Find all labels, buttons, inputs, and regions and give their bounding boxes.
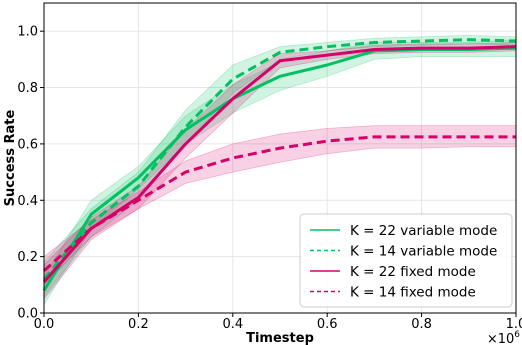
series-line-4 xyxy=(42,135,516,272)
axis-ticks: 0.0 0.2 0.4 0.6 0.8 1.0 0.0 0.2 0.4 0.6 0.8 1.0 xyxy=(17,25,522,332)
y-tick-label: 0.4 xyxy=(17,194,38,209)
legend-label: K = 14 variable mode xyxy=(350,244,497,260)
legend-box xyxy=(299,213,513,308)
y-tick-label: 0.0 xyxy=(17,307,38,322)
y-axis-label: Success Rate xyxy=(3,109,18,206)
series-line-2 xyxy=(42,38,517,281)
x-multiplier-exponent: 6 xyxy=(514,330,520,340)
y-tick-label: 1.0 xyxy=(17,25,38,40)
legend: K = 22 variable mode K = 14 variable mode… xyxy=(299,213,513,308)
legend-label: K = 22 variable mode xyxy=(350,223,497,239)
x-tick-label: 0.8 xyxy=(411,317,432,332)
x-multiplier-base: ×10 xyxy=(487,332,514,345)
x-axis-label: Timestep xyxy=(246,331,314,345)
series-lines xyxy=(42,38,517,292)
x-tick-label: 0.0 xyxy=(34,317,55,332)
x-tick-label: 0.4 xyxy=(222,317,243,332)
series-line-3 xyxy=(42,45,517,283)
legend-label: K = 14 fixed mode xyxy=(350,285,476,301)
y-tick-label: 0.8 xyxy=(17,81,38,96)
legend-label: K = 22 fixed mode xyxy=(350,264,476,280)
x-axis-multiplier: ×106 xyxy=(487,330,520,345)
x-tick-label: 0.6 xyxy=(317,317,338,332)
y-tick-label: 0.6 xyxy=(17,137,38,152)
y-tick-label: 0.2 xyxy=(17,250,38,265)
x-tick-label: 1.0 xyxy=(506,317,522,332)
plot-frame xyxy=(43,2,517,314)
x-tick-label: 0.2 xyxy=(128,317,149,332)
